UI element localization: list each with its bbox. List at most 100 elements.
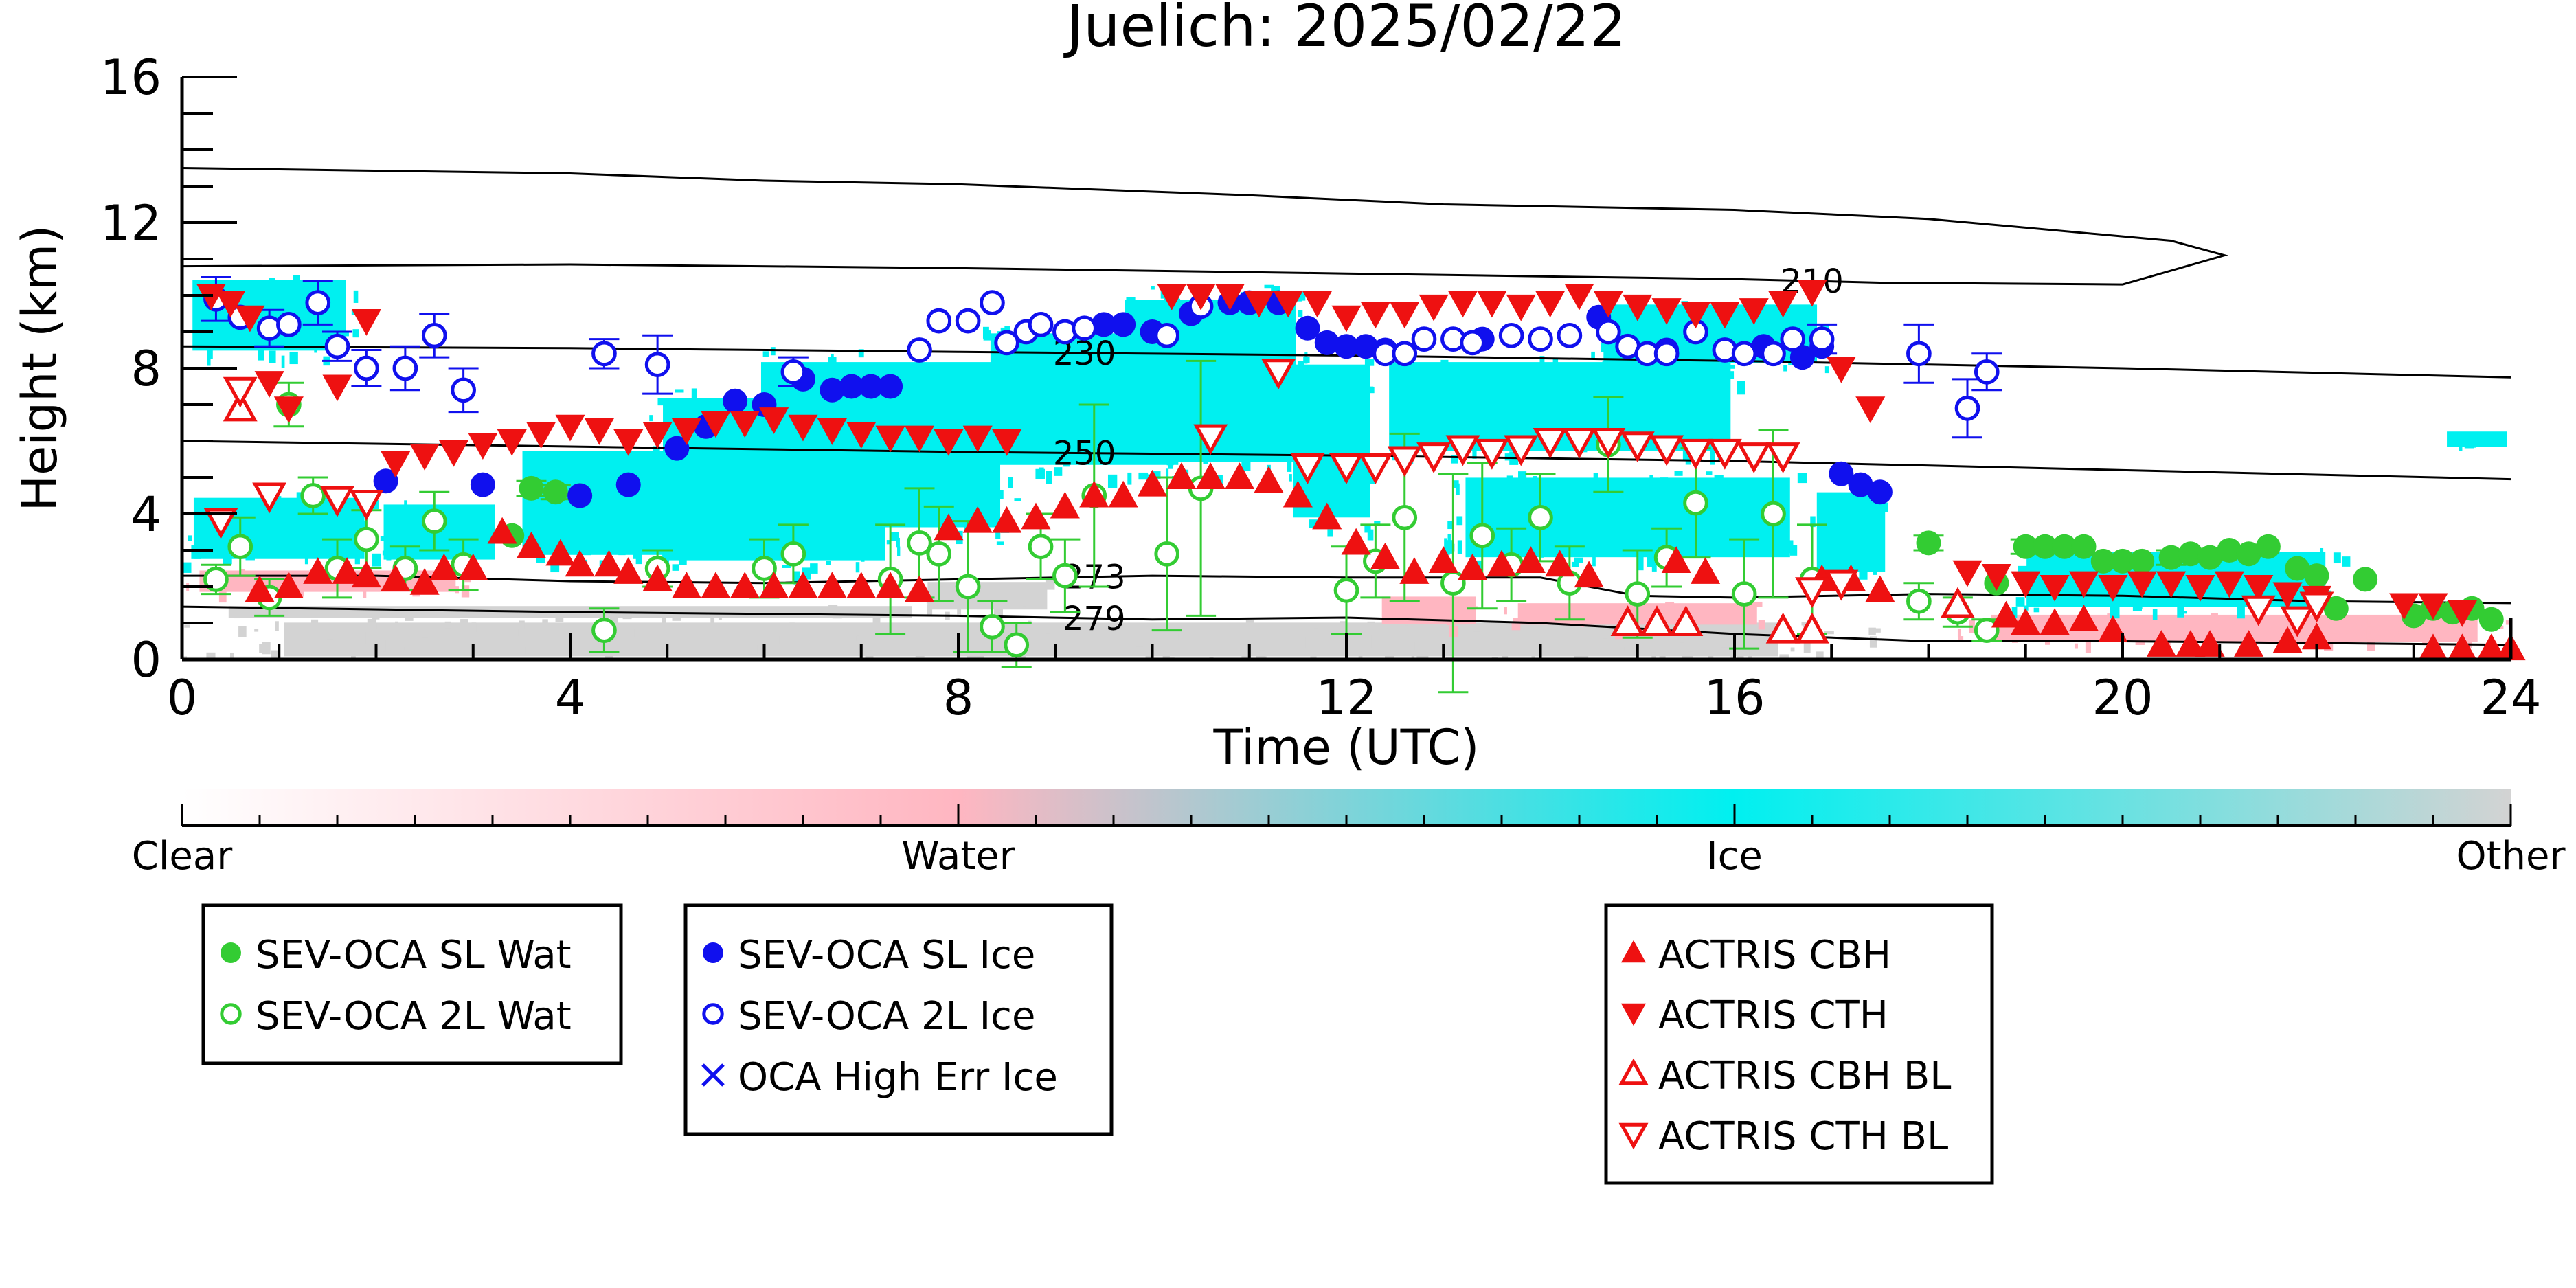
ice-region-speck — [1840, 536, 1843, 550]
data-point — [642, 422, 673, 449]
ice-region-speck — [936, 479, 940, 492]
other-region-speck — [1568, 637, 1577, 651]
ice-region-speck — [1471, 482, 1478, 488]
ice-region-speck — [1289, 474, 1292, 482]
ice-region-speck — [1514, 374, 1524, 384]
ice-region-speck — [401, 512, 407, 525]
ice-region-speck — [865, 467, 872, 481]
other-region-speck — [1302, 636, 1306, 648]
ice-region-speck — [805, 462, 813, 474]
ice-region-speck — [953, 418, 960, 425]
data-point — [926, 308, 952, 334]
other-region-speck — [1245, 620, 1254, 630]
ice-region-speck — [1340, 473, 1344, 486]
legend-marker — [701, 1063, 725, 1087]
data-point — [788, 414, 818, 442]
x-tick-label: 24 — [2480, 670, 2541, 726]
other-region-speck — [1416, 655, 1425, 659]
ice-region-speck — [1727, 482, 1732, 490]
ice-region-speck — [281, 355, 285, 368]
water-region-speck — [2074, 643, 2078, 649]
other-region-speck — [1410, 641, 1415, 651]
ice-region-speck — [859, 535, 868, 545]
other-region-speck — [422, 632, 429, 638]
data-point — [2255, 534, 2281, 559]
ice-region-speck — [1543, 381, 1547, 392]
other-region-speck — [1502, 650, 1509, 659]
water-region-speck — [2270, 635, 2279, 640]
ice-region-speck — [843, 435, 848, 447]
data-point — [2304, 563, 2329, 589]
water-region-speck — [1957, 629, 1961, 637]
other-region-speck — [318, 624, 322, 627]
data-point — [1445, 435, 1480, 466]
ice-region-speck — [1623, 536, 1632, 551]
other-region-speck — [405, 611, 414, 621]
x-tick-label: 20 — [2092, 670, 2153, 726]
data-point — [1072, 315, 1097, 341]
other-region-speck — [1868, 627, 1876, 635]
ice-region-speck — [1024, 420, 1032, 425]
data-point — [245, 575, 275, 602]
ice-region-speck — [1291, 426, 1296, 431]
ice-region-speck — [833, 532, 839, 540]
other-region-speck — [275, 608, 280, 618]
ice-region-speck — [1729, 364, 1735, 369]
data-point — [1710, 302, 1740, 329]
data-point — [567, 483, 593, 508]
other-region-speck — [259, 644, 264, 653]
data-point — [2090, 548, 2116, 574]
ice-region-speck — [1541, 387, 1550, 392]
ice-region-speck — [635, 554, 642, 565]
ice-region-speck — [305, 536, 308, 550]
other-region-speck — [388, 627, 394, 633]
data-point — [1474, 438, 1509, 470]
ice-region-speck — [1364, 359, 1375, 366]
ice-region-speck — [1366, 476, 1376, 484]
x-tick-label: 16 — [1704, 670, 1765, 726]
ice-region-speck — [1592, 554, 1596, 567]
ice-region-speck — [892, 498, 896, 504]
ice-region-speck — [1267, 382, 1277, 391]
ice-region-speck — [269, 278, 275, 286]
ice-region-speck — [1598, 416, 1607, 423]
other-region-speck — [915, 644, 925, 658]
legend-marker — [1620, 1003, 1647, 1026]
ice-region-speck — [1123, 396, 1129, 401]
ice-region-speck — [269, 350, 276, 363]
ice-region-speck — [1859, 572, 1868, 580]
data-point — [2236, 541, 2261, 567]
data-point — [519, 475, 544, 501]
ice-region-speck — [870, 407, 878, 411]
data-point — [468, 433, 498, 460]
ice-region-speck — [1486, 479, 1491, 490]
other-region-speck — [884, 623, 889, 636]
ice-region-speck — [2015, 597, 2025, 607]
ice-region — [522, 451, 677, 555]
colorbar-label-water: Water — [901, 834, 1016, 879]
ice-region-speck — [746, 526, 752, 538]
ice-region-speck — [913, 387, 920, 398]
data-point — [2217, 538, 2242, 563]
ice-region-speck — [933, 398, 937, 411]
ice-region-speck — [1609, 504, 1618, 516]
ice-region-speck — [1392, 402, 1401, 413]
other-region-speck — [310, 619, 319, 625]
data-point — [1761, 341, 1786, 367]
ice-region-speck — [657, 518, 660, 524]
data-point — [2478, 607, 2504, 632]
ice-region-speck — [1232, 431, 1241, 436]
ice-region-speck — [1193, 403, 1201, 416]
water-region-speck — [363, 585, 367, 598]
ice-region-speck — [1591, 351, 1595, 359]
ice-region-speck — [767, 497, 772, 512]
ice-region-speck — [721, 498, 729, 502]
data-point — [1195, 462, 1225, 490]
ice-region-speck — [655, 525, 661, 532]
water-region-speck — [2360, 629, 2367, 640]
data-point — [303, 557, 333, 584]
data-point — [730, 572, 760, 599]
other-region-speck — [254, 629, 259, 632]
water-region-speck — [2085, 640, 2091, 653]
other-region-speck — [337, 644, 343, 653]
